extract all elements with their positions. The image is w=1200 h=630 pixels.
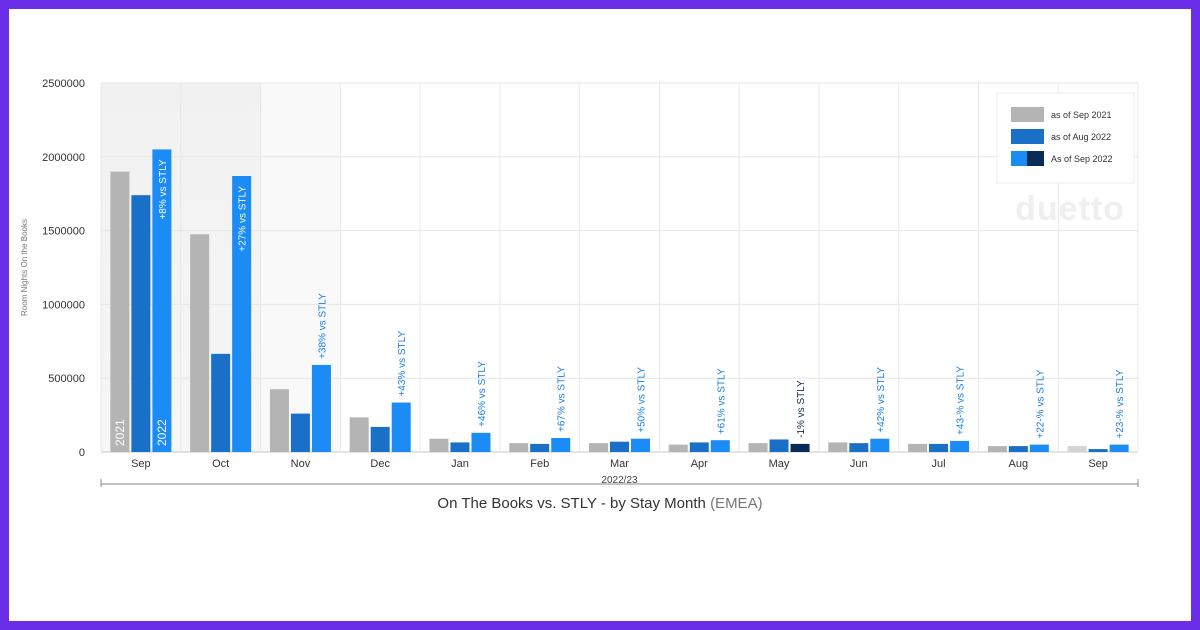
y-tick-label: 2000000 [42,152,85,164]
chart-title-region: (EMEA) [710,495,763,512]
room-nights-bar-chart: 0 500000 1000000 1500000 2000000 2500000 Room … [20,78,1139,512]
bar-as-of-sep-2021 [190,234,210,452]
chart-frame: 0 500000 1000000 1500000 2000000 2500000 Room … [9,9,1191,621]
bar-as-of-aug-2022 [929,443,949,452]
bar-as-of-aug-2022 [530,443,550,452]
x-tick-label: Apr [691,458,708,470]
legend-swatch [1011,129,1044,144]
bar-as-of-sep-2022 [790,443,810,452]
bar-as-of-sep-2021 [269,389,289,452]
stly-annotation: +23-% vs STLY [1115,369,1126,438]
bar-as-of-sep-2021 [987,446,1007,452]
legend-swatch [1011,151,1027,166]
bar-as-of-aug-2022 [1088,449,1108,452]
bar-as-of-sep-2022 [152,149,172,453]
bar-as-of-aug-2022 [450,442,470,452]
bar-as-of-sep-2021 [349,417,369,452]
stly-annotation: +42% vs STLY [876,367,887,433]
x-tick-label: Oct [212,458,229,470]
stly-annotation: +27% vs STLY [238,186,249,252]
bar-as-of-aug-2022 [610,441,629,452]
legend-label: as of Sep 2021 [1051,110,1112,120]
bar-as-of-aug-2022 [290,413,310,452]
bar-as-of-aug-2022 [211,353,231,452]
x-tick-label: Jun [850,458,868,470]
bar-as-of-aug-2022 [689,442,709,452]
stly-annotation: +46% vs STLY [477,361,488,427]
stly-annotation: +43% vs STLY [397,331,408,397]
bar-as-of-sep-2022 [710,440,730,452]
bar-as-of-sep-2021 [748,443,768,452]
stly-annotation: +50% vs STLY [637,367,648,433]
bar-as-of-sep-2021 [509,443,529,452]
bar-as-of-sep-2021 [110,171,130,452]
stly-annotation: +61% vs STLY [716,368,727,434]
stly-annotation: +67% vs STLY [557,366,568,432]
bar-as-of-sep-2021 [429,438,449,452]
x-tick-label: Sep [131,458,151,470]
y-tick-label: 0 [79,447,85,459]
bar-as-of-aug-2022 [849,443,869,452]
chart-title: On The Books vs. STLY - by Stay Month (E… [437,495,762,512]
period-label: 2022/23 [601,475,638,486]
bar-as-of-sep-2022 [311,364,331,452]
stly-annotation: +22-% vs STLY [1035,369,1046,438]
bar-as-of-sep-2022 [1109,444,1129,452]
x-tick-label: Jan [451,458,469,470]
bar-as-of-sep-2022 [631,438,650,452]
stly-annotation: +43-% vs STLY [956,366,967,435]
x-tick-label: Feb [530,458,549,470]
chart-title-main: On The Books vs. STLY - by Stay Month [437,495,705,512]
bar-as-of-aug-2022 [370,426,390,452]
bar-as-of-aug-2022 [1008,446,1028,452]
stly-annotation: -1% vs STLY [796,380,807,438]
legend-label: as of Aug 2022 [1051,132,1111,142]
bar-as-of-aug-2022 [131,195,151,452]
stly-annotation: +8% vs STLY [158,159,169,219]
y-tick-label: 2500000 [42,78,85,90]
x-tick-label: Jul [932,458,946,470]
y-tick-label: 1000000 [42,299,85,311]
x-tick-label: Aug [1009,458,1029,470]
bar-as-of-sep-2021 [908,443,928,452]
bar-as-of-sep-2021 [1067,446,1087,452]
bar-as-of-sep-2022 [471,432,491,452]
x-tick-label: Dec [370,458,390,470]
x-tick-label: May [769,458,790,470]
x-tick-label: Mar [610,458,629,470]
x-tick-label: Nov [291,458,311,470]
bar-as-of-sep-2022 [391,402,411,452]
bar-as-of-sep-2022 [950,440,970,452]
bar-as-of-sep-2022 [870,438,890,452]
legend-swatch [1011,107,1044,122]
in-bar-year-label: 2021 [113,419,127,446]
x-tick-label: Sep [1088,458,1108,470]
bar-as-of-sep-2022 [1029,444,1049,452]
in-bar-year-label: 2022 [155,419,169,446]
chart-legend: as of Sep 2021 as of Aug 2022 As of Sep 20… [996,92,1135,184]
bar-as-of-sep-2021 [828,442,848,452]
bar-as-of-sep-2021 [668,444,688,452]
bar-as-of-sep-2022 [551,437,571,452]
legend-label: As of Sep 2022 [1051,154,1113,164]
y-tick-label: 500000 [48,373,85,385]
bar-as-of-sep-2022 [232,175,252,452]
stly-annotation: +38% vs STLY [317,293,328,359]
y-axis-label: Room Nights On the Books [20,219,29,316]
bar-as-of-aug-2022 [769,439,789,452]
bar-as-of-sep-2021 [589,443,608,452]
watermark-logo: duetto [1015,190,1125,228]
legend-swatch-alt [1027,151,1044,166]
y-tick-label: 1500000 [42,226,85,238]
